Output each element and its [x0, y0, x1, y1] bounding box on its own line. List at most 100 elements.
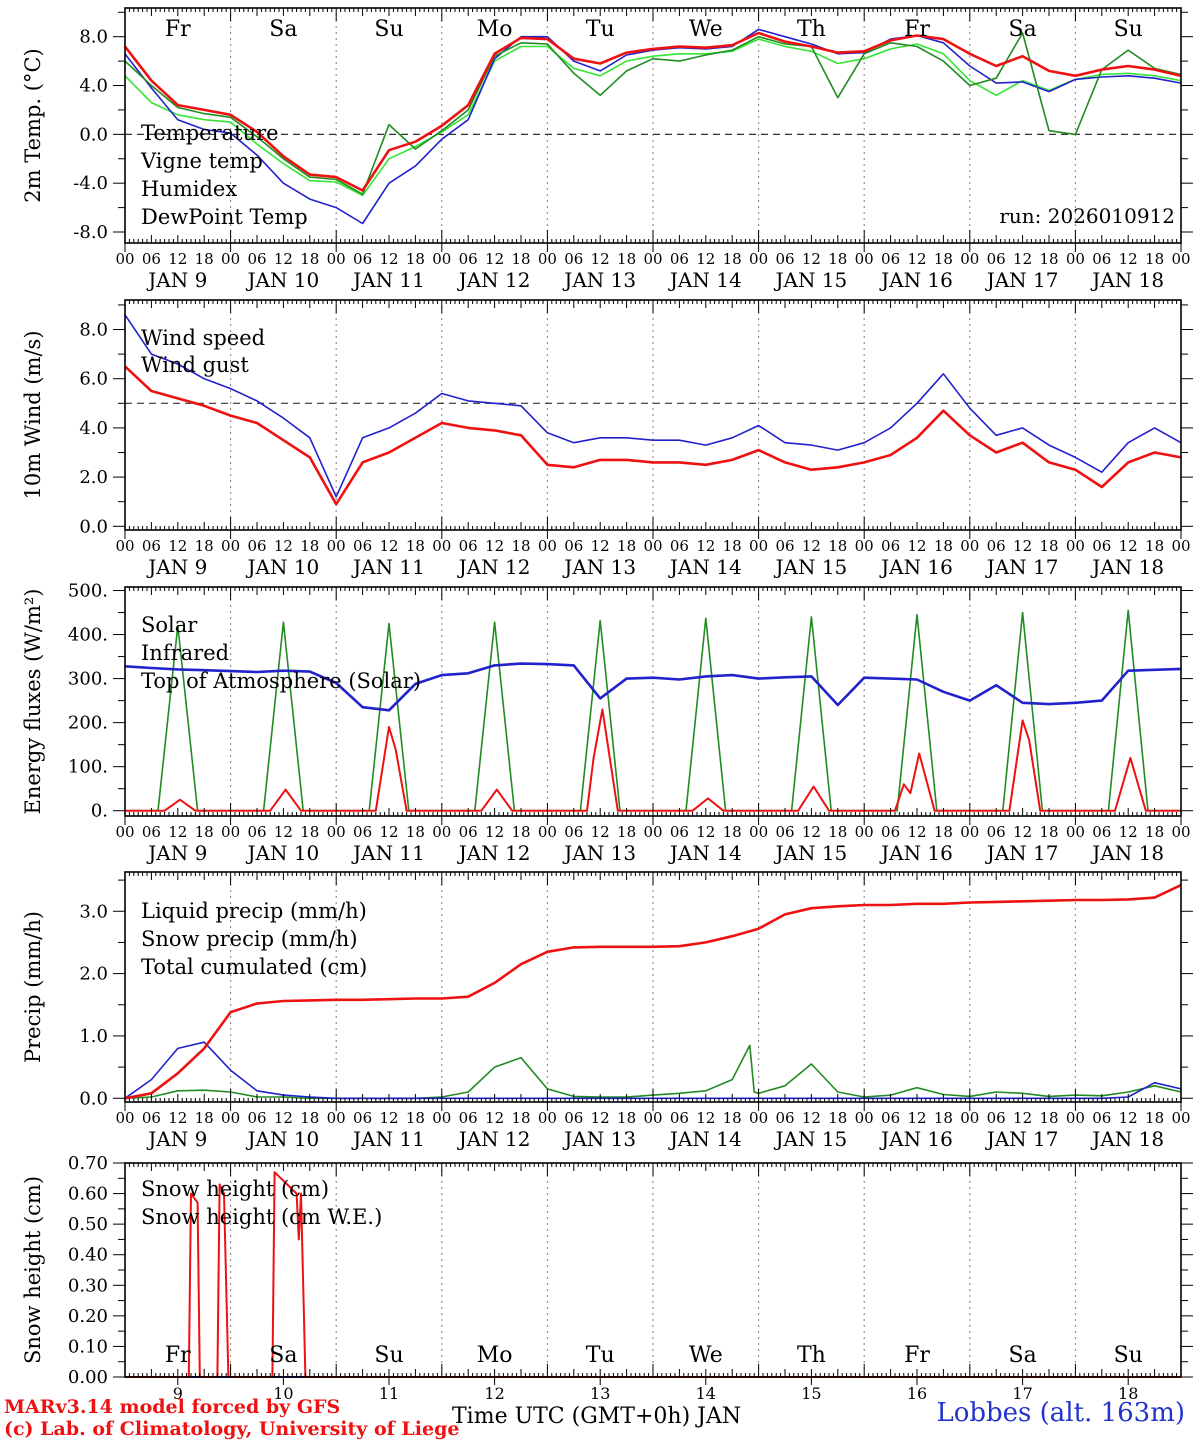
x-hour-label: 00	[432, 250, 451, 268]
x-hour-label: 00	[643, 823, 662, 841]
y-tick-label: 0.20	[68, 1306, 108, 1327]
x-hour-label: 18	[406, 1109, 425, 1127]
x-hour-label: 18	[1145, 1109, 1164, 1127]
x-hour-label: 12	[907, 537, 926, 555]
x-date-label: JAN 12	[457, 1127, 531, 1151]
x-date-label: JAN 9	[146, 555, 207, 579]
x-hour-label: 00	[643, 1109, 662, 1127]
weekday-label-bottom: Sa	[1009, 1343, 1037, 1368]
series-dewpoint-temp	[124, 38, 1182, 197]
y-tick-label: 2.0	[79, 467, 108, 488]
legend-solar: Solar	[141, 613, 198, 637]
x-daynum-label: 12	[484, 1384, 504, 1403]
x-hour-label: 12	[1013, 1109, 1032, 1127]
x-hour-label: 00	[749, 250, 768, 268]
x-hour-label: 18	[934, 1109, 953, 1127]
x-hour-label: 00	[1066, 1109, 1085, 1127]
y-tick-label: 0.0	[79, 1088, 108, 1109]
x-hour-label: 18	[934, 250, 953, 268]
x-hour-label: 18	[511, 1109, 530, 1127]
x-hour-label: 18	[1039, 1109, 1058, 1127]
y-tick-label: 300.	[68, 669, 108, 690]
x-hour-label: 06	[459, 1109, 478, 1127]
x-daynum-label: 16	[907, 1384, 927, 1403]
x-date-label: JAN 17	[985, 268, 1059, 292]
x-hour-label: 18	[828, 823, 847, 841]
x-date-label: JAN 11	[351, 268, 425, 292]
x-hour-label: 06	[670, 537, 689, 555]
y-tick-label: 0.10	[68, 1336, 108, 1357]
x-hour-label: 12	[485, 250, 504, 268]
x-hour-label: 06	[142, 1109, 161, 1127]
y-axis-title-temperature: 2m Temp. (°C)	[21, 48, 45, 202]
x-hour-label: 06	[670, 1109, 689, 1127]
x-hour-label: 06	[564, 1109, 583, 1127]
x-hour-label: 18	[195, 537, 214, 555]
x-hour-label: 12	[591, 823, 610, 841]
x-hour-label: 00	[643, 537, 662, 555]
weekday-label-bottom: Mo	[477, 1343, 513, 1368]
y-tick-label: 3.0	[79, 901, 108, 922]
x-hour-label: 00	[115, 1109, 134, 1127]
x-hour-label: 12	[591, 537, 610, 555]
x-hour-label: 00	[327, 537, 346, 555]
x-hour-label: 06	[987, 1109, 1006, 1127]
x-hour-label: 00	[1066, 250, 1085, 268]
legend-infrared: Infrared	[141, 641, 229, 665]
x-date-label: JAN 14	[668, 1127, 742, 1151]
x-hour-label: 00	[1171, 823, 1190, 841]
x-daynum-label: 15	[801, 1384, 821, 1403]
x-hour-label: 06	[987, 250, 1006, 268]
y-tick-label: 0.50	[68, 1214, 108, 1235]
x-hour-label: 00	[960, 823, 979, 841]
y-tick-label: 0.00	[68, 1367, 108, 1388]
x-date-label: JAN 18	[1090, 555, 1164, 579]
x-hour-label: 12	[274, 537, 293, 555]
x-hour-label: 18	[1039, 537, 1058, 555]
x-date-label: JAN 9	[146, 841, 207, 865]
x-date-label: JAN 17	[985, 555, 1059, 579]
x-hour-label: 12	[1119, 537, 1138, 555]
x-hour-label: 12	[1119, 823, 1138, 841]
x-date-label: JAN 15	[774, 555, 848, 579]
x-hour-label: 12	[907, 1109, 926, 1127]
x-hour-label: 18	[1145, 250, 1164, 268]
weekday-label-bottom: Su	[374, 1343, 403, 1368]
x-hour-label: 06	[142, 537, 161, 555]
x-hour-label: 06	[459, 537, 478, 555]
series-wind-gust	[124, 314, 1182, 498]
x-hour-label: 06	[247, 250, 266, 268]
y-tick-label: 2.0	[79, 964, 108, 985]
y-tick-label: -8.0	[73, 222, 108, 243]
x-hour-label: 18	[617, 537, 636, 555]
x-hour-label: 18	[617, 823, 636, 841]
x-hour-label: 12	[379, 537, 398, 555]
weekday-label-bottom: Sa	[269, 1343, 297, 1368]
panel-energy-fluxes: 0. 100. 200. 300. 400. 500. Energy fluxes (W/m…	[21, 581, 1193, 865]
x-hour-label: 06	[142, 250, 161, 268]
x-date-label: JAN 16	[879, 1127, 953, 1151]
x-hour-label: 12	[802, 537, 821, 555]
x-hour-label: 06	[353, 1109, 372, 1127]
x-hour-label: 12	[168, 250, 187, 268]
x-hour-label: 06	[1092, 250, 1111, 268]
legend-liquid-precip-mm-h: Liquid precip (mm/h)	[141, 899, 367, 923]
x-date-label: JAN 12	[457, 555, 531, 579]
x-hour-label: 18	[511, 537, 530, 555]
x-hour-label: 12	[274, 823, 293, 841]
x-date-label: JAN 12	[457, 268, 531, 292]
x-hour-label: 18	[828, 250, 847, 268]
x-hour-label: 00	[538, 1109, 557, 1127]
x-hour-label: 00	[1171, 1109, 1190, 1127]
y-tick-label: 100.	[68, 757, 108, 778]
x-hour-label: 18	[934, 537, 953, 555]
legend-total-cumulated-cm: Total cumulated (cm)	[141, 955, 367, 979]
y-tick-label: 1.0	[79, 1026, 108, 1047]
x-hour-label: 06	[1092, 1109, 1111, 1127]
x-date-label: JAN 16	[879, 268, 953, 292]
x-hour-label: 18	[934, 823, 953, 841]
x-hour-label: 18	[723, 250, 742, 268]
x-axis-title: Time UTC (GMT+0h) JAN	[452, 1404, 742, 1429]
y-tick-label: 0.30	[68, 1275, 108, 1296]
